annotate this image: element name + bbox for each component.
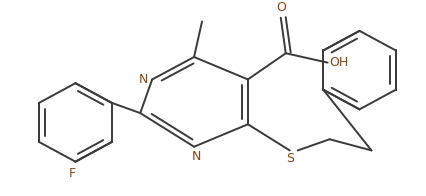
Text: OH: OH bbox=[330, 56, 349, 69]
Text: N: N bbox=[139, 73, 148, 86]
Text: O: O bbox=[276, 1, 286, 14]
Text: S: S bbox=[286, 152, 294, 165]
Text: N: N bbox=[191, 151, 201, 163]
Text: F: F bbox=[69, 167, 76, 180]
